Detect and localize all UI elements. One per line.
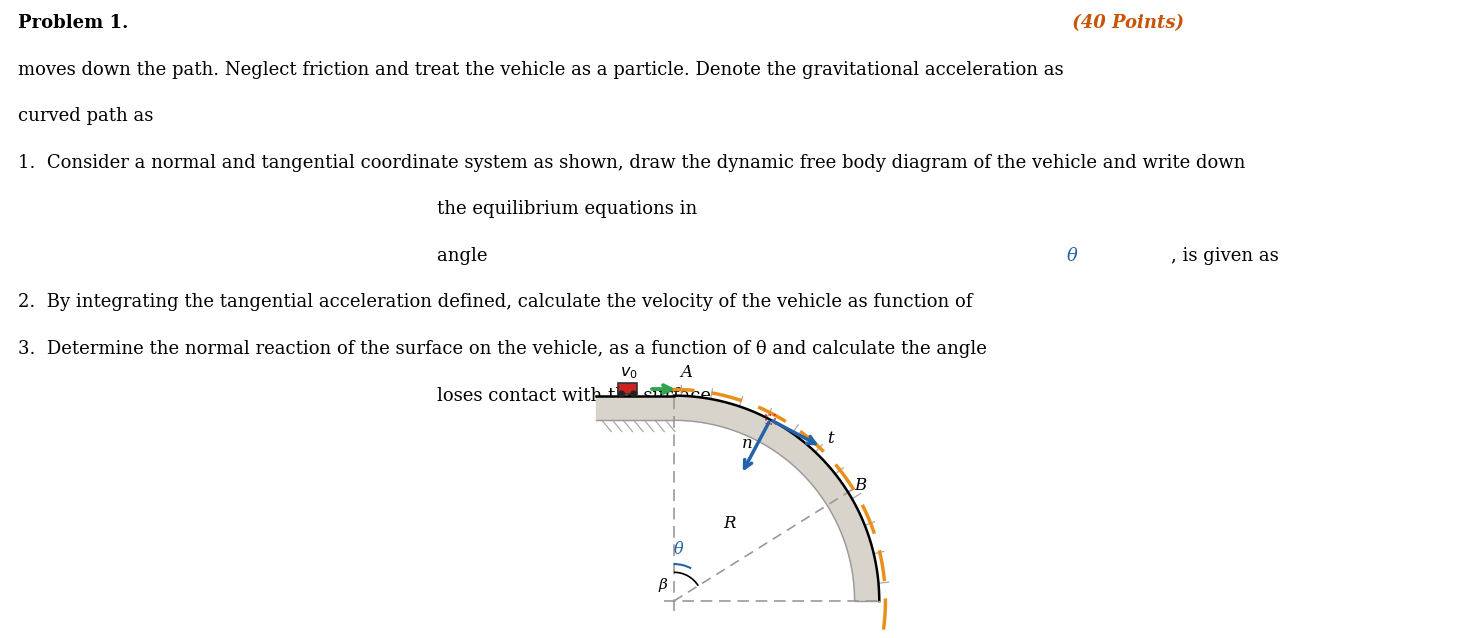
- Text: loses contact with the surface.: loses contact with the surface.: [437, 387, 722, 404]
- Text: angle: angle: [437, 247, 493, 265]
- Polygon shape: [673, 396, 879, 601]
- Text: 2.  By integrating the tangential acceleration defined, calculate the velocity o: 2. By integrating the tangential acceler…: [18, 293, 978, 311]
- Text: θ: θ: [1066, 247, 1077, 265]
- Text: $v_0$: $v_0$: [620, 364, 638, 381]
- Bar: [765, 415, 776, 424]
- Circle shape: [619, 391, 625, 397]
- Text: θ: θ: [675, 541, 684, 558]
- Text: Problem 1.: Problem 1.: [18, 14, 129, 32]
- Circle shape: [630, 391, 636, 397]
- Text: , is given as: , is given as: [1171, 247, 1285, 265]
- Bar: [619, 383, 636, 394]
- Text: t: t: [827, 429, 833, 447]
- Text: curved path as: curved path as: [18, 107, 158, 125]
- Text: the equilibrium equations in: the equilibrium equations in: [437, 200, 703, 218]
- Text: 3.  Determine the normal reaction of the surface on the vehicle, as a function o: 3. Determine the normal reaction of the …: [18, 340, 993, 358]
- Text: A: A: [679, 364, 693, 381]
- Text: R: R: [724, 515, 736, 532]
- Text: moves down the path. Neglect friction and treat the vehicle as a particle. Denot: moves down the path. Neglect friction an…: [18, 61, 1069, 78]
- Text: (40 Points): (40 Points): [1067, 14, 1184, 32]
- Text: B: B: [854, 477, 866, 494]
- Text: 1.  Consider a normal and tangential coordinate system as shown, draw the dynami: 1. Consider a normal and tangential coor…: [18, 154, 1245, 172]
- Polygon shape: [596, 396, 673, 420]
- Text: n: n: [741, 434, 753, 452]
- Text: β: β: [659, 577, 667, 591]
